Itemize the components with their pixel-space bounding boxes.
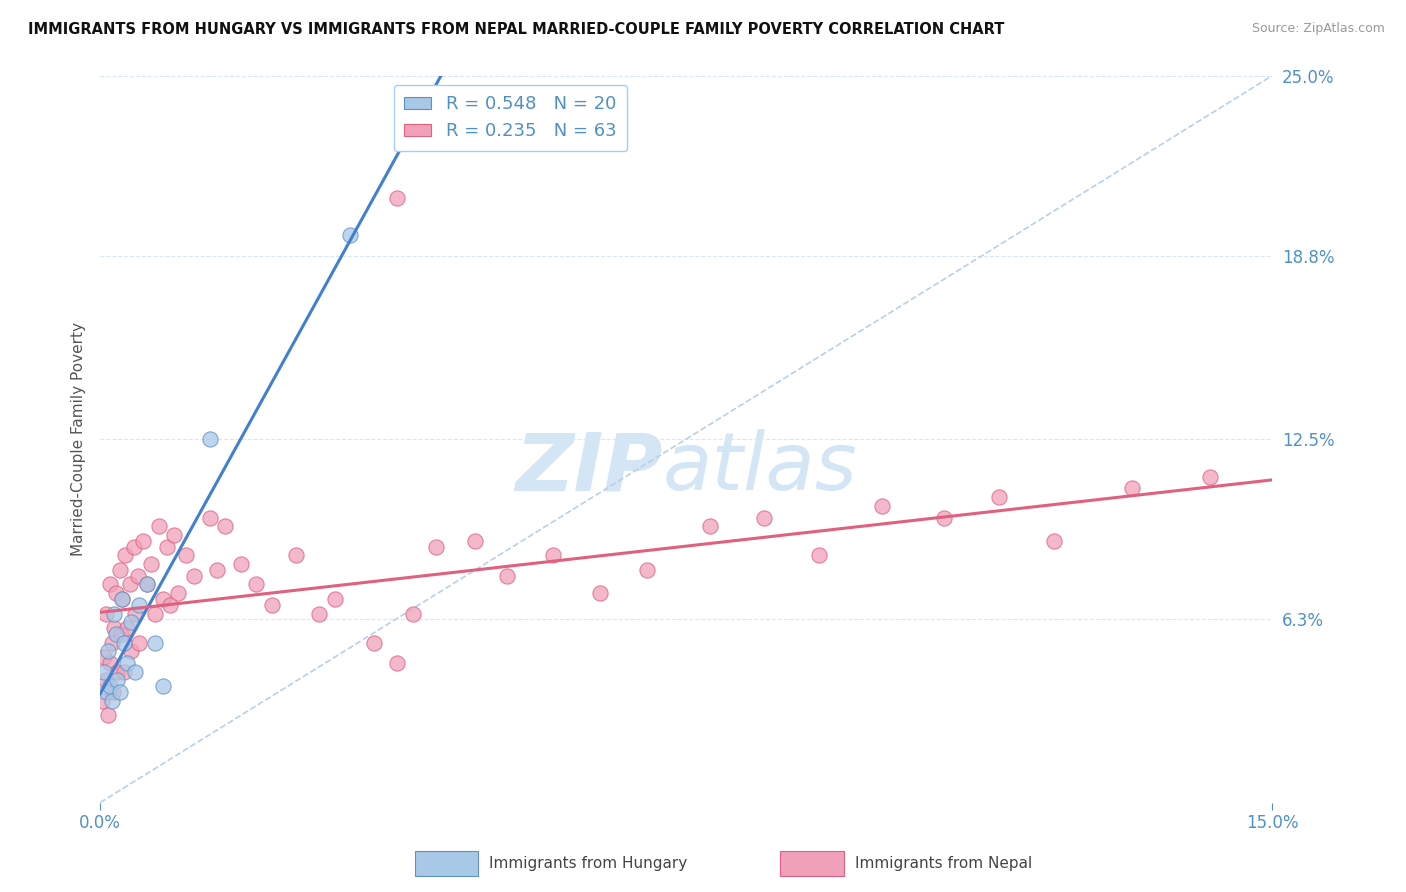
Point — [91, 694, 114, 708]
Point — [111, 592, 134, 607]
Text: IMMIGRANTS FROM HUNGARY VS IMMIGRANTS FROM NEPAL MARRIED-COUPLE FAMILY POVERTY C: IMMIGRANTS FROM HUNGARY VS IMMIGRANTS FR… — [28, 22, 1004, 37]
Point — [98, 679, 121, 693]
Point — [636, 563, 658, 577]
Point — [132, 533, 155, 548]
Point — [543, 549, 565, 563]
Point — [339, 228, 361, 243]
Point — [143, 607, 166, 621]
Point — [198, 510, 221, 524]
Point — [128, 635, 150, 649]
Point — [96, 607, 118, 621]
Point — [464, 533, 486, 548]
Point — [385, 656, 408, 670]
Point — [101, 635, 124, 649]
Point — [323, 592, 346, 607]
Point — [245, 577, 267, 591]
Point — [120, 615, 142, 630]
Point — [136, 577, 159, 591]
Point — [284, 549, 307, 563]
Point — [98, 656, 121, 670]
Point — [1042, 533, 1064, 548]
Point — [136, 577, 159, 591]
Point — [870, 499, 893, 513]
Text: Immigrants from Nepal: Immigrants from Nepal — [855, 856, 1032, 871]
Point — [1121, 482, 1143, 496]
Point — [495, 568, 517, 582]
Point — [699, 519, 721, 533]
Point — [105, 673, 128, 688]
Point — [152, 679, 174, 693]
Point — [159, 598, 181, 612]
Point — [808, 549, 831, 563]
Point — [589, 586, 612, 600]
Point — [174, 549, 197, 563]
Point — [120, 644, 142, 658]
Point — [198, 432, 221, 446]
Point — [93, 650, 115, 665]
Text: atlas: atlas — [662, 429, 858, 508]
Point — [101, 694, 124, 708]
Point — [152, 592, 174, 607]
Text: Immigrants from Hungary: Immigrants from Hungary — [489, 856, 688, 871]
Point — [117, 656, 139, 670]
Point — [207, 563, 229, 577]
Point — [183, 568, 205, 582]
Point — [122, 540, 145, 554]
Point — [155, 540, 177, 554]
Point — [167, 586, 190, 600]
Point — [112, 635, 135, 649]
Point — [934, 510, 956, 524]
Point — [94, 673, 117, 688]
Point — [385, 191, 408, 205]
Point — [214, 519, 236, 533]
Point — [128, 598, 150, 612]
Point — [111, 592, 134, 607]
Point — [987, 490, 1010, 504]
Point — [425, 540, 447, 554]
Point — [108, 563, 131, 577]
Point — [112, 665, 135, 679]
Y-axis label: Married-Couple Family Poverty: Married-Couple Family Poverty — [72, 322, 86, 556]
Point — [262, 598, 284, 612]
Point — [363, 635, 385, 649]
Point — [118, 577, 141, 591]
Legend: R = 0.548   N = 20, R = 0.235   N = 63: R = 0.548 N = 20, R = 0.235 N = 63 — [394, 85, 627, 152]
Point — [108, 685, 131, 699]
Point — [96, 685, 118, 699]
Point — [127, 568, 149, 582]
Point — [103, 685, 125, 699]
Point — [110, 627, 132, 641]
Point — [97, 644, 120, 658]
Point — [103, 621, 125, 635]
Point — [97, 708, 120, 723]
Point — [1199, 470, 1222, 484]
Point — [143, 635, 166, 649]
Point — [104, 586, 127, 600]
Point — [93, 665, 115, 679]
Point — [117, 621, 139, 635]
Point — [308, 607, 330, 621]
Text: Source: ZipAtlas.com: Source: ZipAtlas.com — [1251, 22, 1385, 36]
Point — [754, 510, 776, 524]
Point — [139, 557, 162, 571]
Point — [114, 549, 136, 563]
Point — [402, 607, 425, 621]
Point — [104, 627, 127, 641]
Point — [124, 607, 146, 621]
Point — [148, 519, 170, 533]
Point — [229, 557, 252, 571]
Point — [105, 665, 128, 679]
Point — [98, 577, 121, 591]
Point — [124, 665, 146, 679]
Text: ZIP: ZIP — [516, 429, 662, 508]
Point — [163, 528, 186, 542]
Point — [103, 607, 125, 621]
